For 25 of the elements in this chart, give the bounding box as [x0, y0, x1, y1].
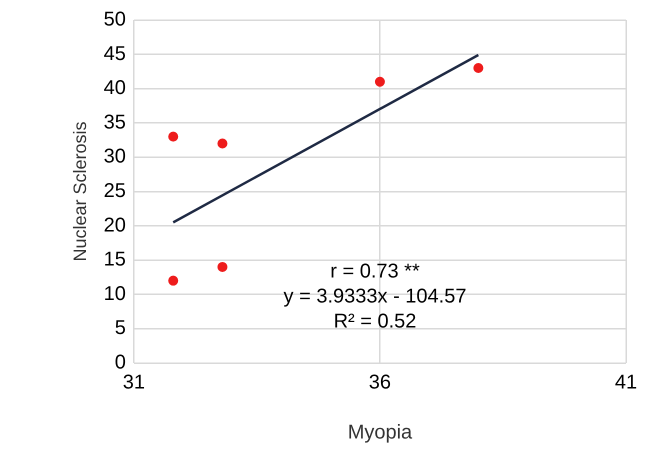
- y-tick-label: 45: [104, 42, 126, 65]
- annotation: R² = 0.52: [334, 310, 416, 333]
- x-tick-label: 31: [122, 372, 145, 394]
- x-tick-label: 36: [368, 372, 392, 394]
- point: [374, 76, 385, 87]
- y-tick-label: 20: [104, 214, 126, 236]
- y-tick-label: 40: [104, 77, 126, 100]
- y-tick-label: 35: [104, 111, 126, 134]
- point: [168, 132, 178, 142]
- y-tick-label: 50: [104, 8, 126, 31]
- x-tick-label: 41: [614, 372, 638, 394]
- point: [473, 63, 484, 74]
- y-tick-label: 30: [104, 146, 126, 168]
- point: [217, 262, 228, 272]
- annotation: y = 3.9333x - 104.57: [284, 286, 466, 308]
- y-tick-label: 0: [114, 352, 126, 374]
- point: [168, 276, 178, 286]
- point: [217, 138, 228, 148]
- y-tick-label: 10: [104, 282, 126, 305]
- annotation: r = 0.73 **: [330, 260, 420, 283]
- y-tick-label: 15: [104, 248, 126, 271]
- y-tick-label: 25: [104, 180, 126, 202]
- y-tick-label: 5: [114, 317, 126, 340]
- y-axis-title: Nuclear Sclerosis: [70, 121, 90, 262]
- x-axis-title: Myopia: [348, 422, 414, 444]
